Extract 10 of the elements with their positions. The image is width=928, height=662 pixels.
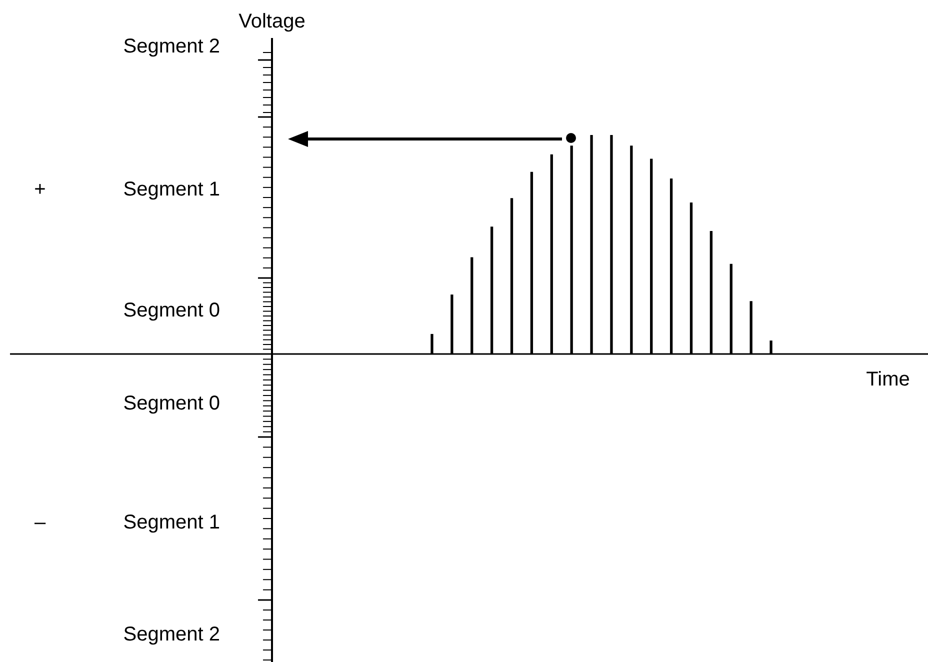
text: Segment 0 <box>123 300 220 322</box>
x-axis-title: Time <box>866 368 910 391</box>
text: Segment 1 <box>123 512 220 534</box>
text: Segment 1 <box>123 178 220 202</box>
text: Segment 2 <box>123 624 220 646</box>
text: – <box>34 512 46 534</box>
text: Voltage <box>238 10 306 34</box>
text: Segment 0 <box>123 392 220 416</box>
text: Segment 2 <box>123 36 220 58</box>
text: + <box>34 178 46 202</box>
